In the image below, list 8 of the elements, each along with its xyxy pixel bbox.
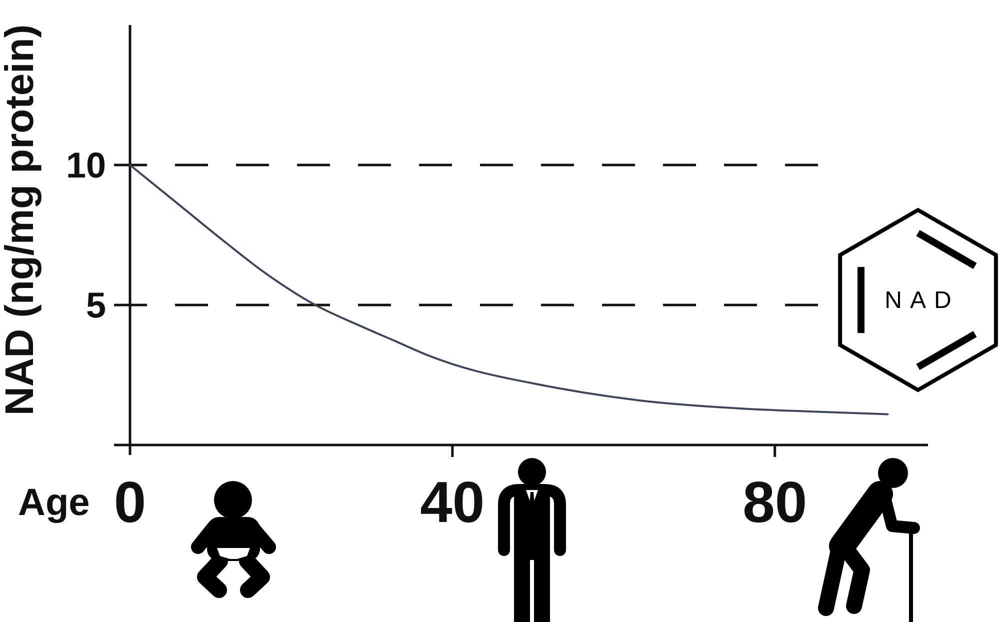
y-axis-title: NAD (ng/mg protein) [0,24,42,416]
annotation: NAD [884,286,960,314]
x-tick-label: 0 [114,470,146,535]
y-tick-label: 10 [66,144,106,186]
x-axis-title: Age [18,482,90,524]
y-tick-label: 5 [86,284,106,326]
x-tick-label: 40 [420,470,485,535]
x-tick-label: 80 [742,470,808,535]
